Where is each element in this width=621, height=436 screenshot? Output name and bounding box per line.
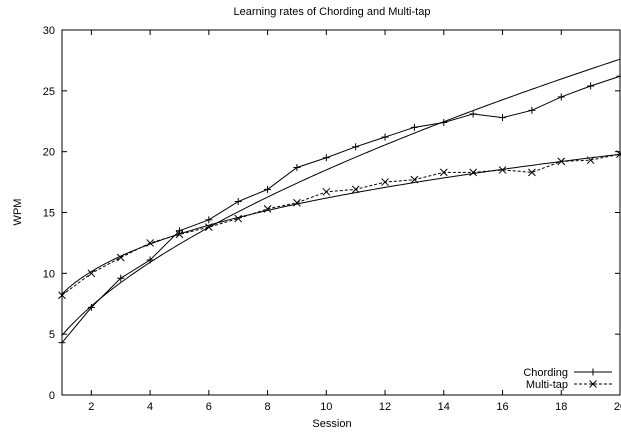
fit-curve-0 bbox=[62, 59, 620, 335]
data-point-0-16 bbox=[528, 107, 535, 114]
data-point-1-8 bbox=[293, 199, 300, 206]
legend-marker bbox=[590, 369, 597, 376]
plot-frame bbox=[62, 30, 620, 395]
data-point-0-13 bbox=[440, 119, 447, 126]
data-point-0-17 bbox=[558, 93, 565, 100]
plot-area: 2 4 6 8 10 12 14 16 18 20 0 5 10 15 20 25 30 ChordingMult… bbox=[43, 25, 621, 413]
data-point-0-12 bbox=[411, 124, 418, 131]
fit-curve-1 bbox=[62, 154, 620, 294]
data-point-0-8 bbox=[293, 164, 300, 171]
data-point-1-11 bbox=[382, 179, 389, 186]
data-point-0-11 bbox=[382, 134, 389, 141]
x-tick-label: 2 bbox=[88, 401, 94, 413]
y-tick-label: 5 bbox=[49, 329, 55, 341]
x-axis-label: Session bbox=[312, 418, 351, 430]
x-tick-label: 16 bbox=[496, 401, 508, 413]
data-point-0-10 bbox=[352, 143, 359, 150]
data-point-0-6 bbox=[235, 198, 242, 205]
chart-title: Learning rates of Chording and Multi-tap bbox=[234, 6, 431, 18]
y-tick-label: 15 bbox=[43, 208, 55, 220]
data-point-1-13 bbox=[440, 169, 447, 176]
x-tick-label: 8 bbox=[265, 401, 271, 413]
data-point-0-5 bbox=[205, 216, 212, 223]
data-point-1-6 bbox=[235, 215, 242, 222]
x-tick-label: 18 bbox=[555, 401, 567, 413]
x-tick-label: 6 bbox=[206, 401, 212, 413]
x-tick-label: 12 bbox=[379, 401, 391, 413]
data-point-1-5 bbox=[205, 224, 212, 231]
data-point-1-9 bbox=[323, 188, 330, 195]
series-line-0 bbox=[62, 76, 620, 342]
series-line-1 bbox=[62, 154, 620, 295]
data-point-0-19 bbox=[617, 73, 621, 80]
x-tick-label: 20 bbox=[614, 401, 621, 413]
legend-label: Chording bbox=[523, 367, 568, 379]
data-point-1-10 bbox=[352, 186, 359, 193]
x-tick-label: 4 bbox=[147, 401, 153, 413]
y-tick-label: 25 bbox=[43, 86, 55, 98]
data-point-0-15 bbox=[499, 114, 506, 121]
legend-label: Multi-tap bbox=[526, 379, 568, 391]
y-tick-label: 30 bbox=[43, 25, 55, 37]
x-tick-label: 10 bbox=[320, 401, 332, 413]
y-tick-label: 20 bbox=[43, 147, 55, 159]
data-point-0-18 bbox=[587, 82, 594, 89]
data-point-0-9 bbox=[323, 154, 330, 161]
x-tick-label: 14 bbox=[438, 401, 450, 413]
y-tick-label: 0 bbox=[49, 390, 55, 402]
y-tick-label: 10 bbox=[43, 268, 55, 280]
y-axis-label: WPM bbox=[12, 199, 24, 226]
